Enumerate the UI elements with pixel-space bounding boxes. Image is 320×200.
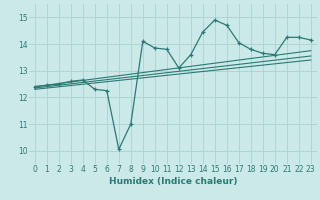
X-axis label: Humidex (Indice chaleur): Humidex (Indice chaleur) (108, 177, 237, 186)
